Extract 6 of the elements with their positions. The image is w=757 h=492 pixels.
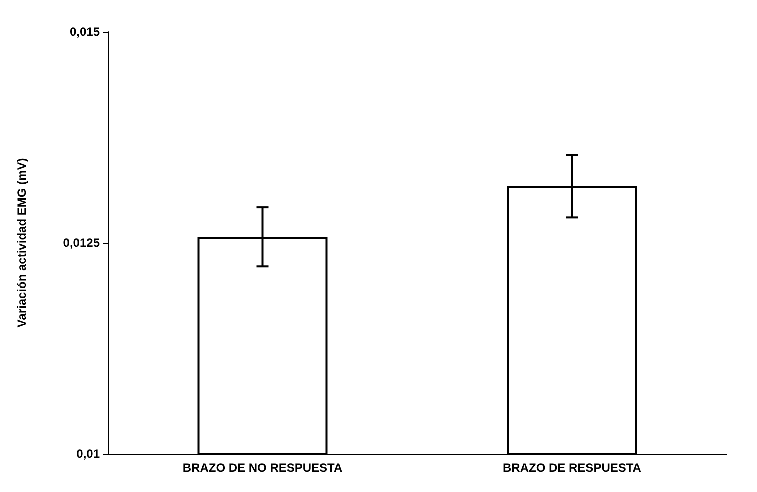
x-tick-label: BRAZO DE NO RESPUESTA: [182, 461, 343, 475]
y-tick-label: 0,0125: [63, 236, 100, 250]
y-tick-label: 0,01: [76, 447, 100, 461]
x-tick-label: BRAZO DE RESPUESTA: [503, 461, 642, 475]
y-axis-title: Variación actividad EMG (mV): [15, 158, 29, 328]
y-tick-label: 0,015: [70, 25, 100, 39]
